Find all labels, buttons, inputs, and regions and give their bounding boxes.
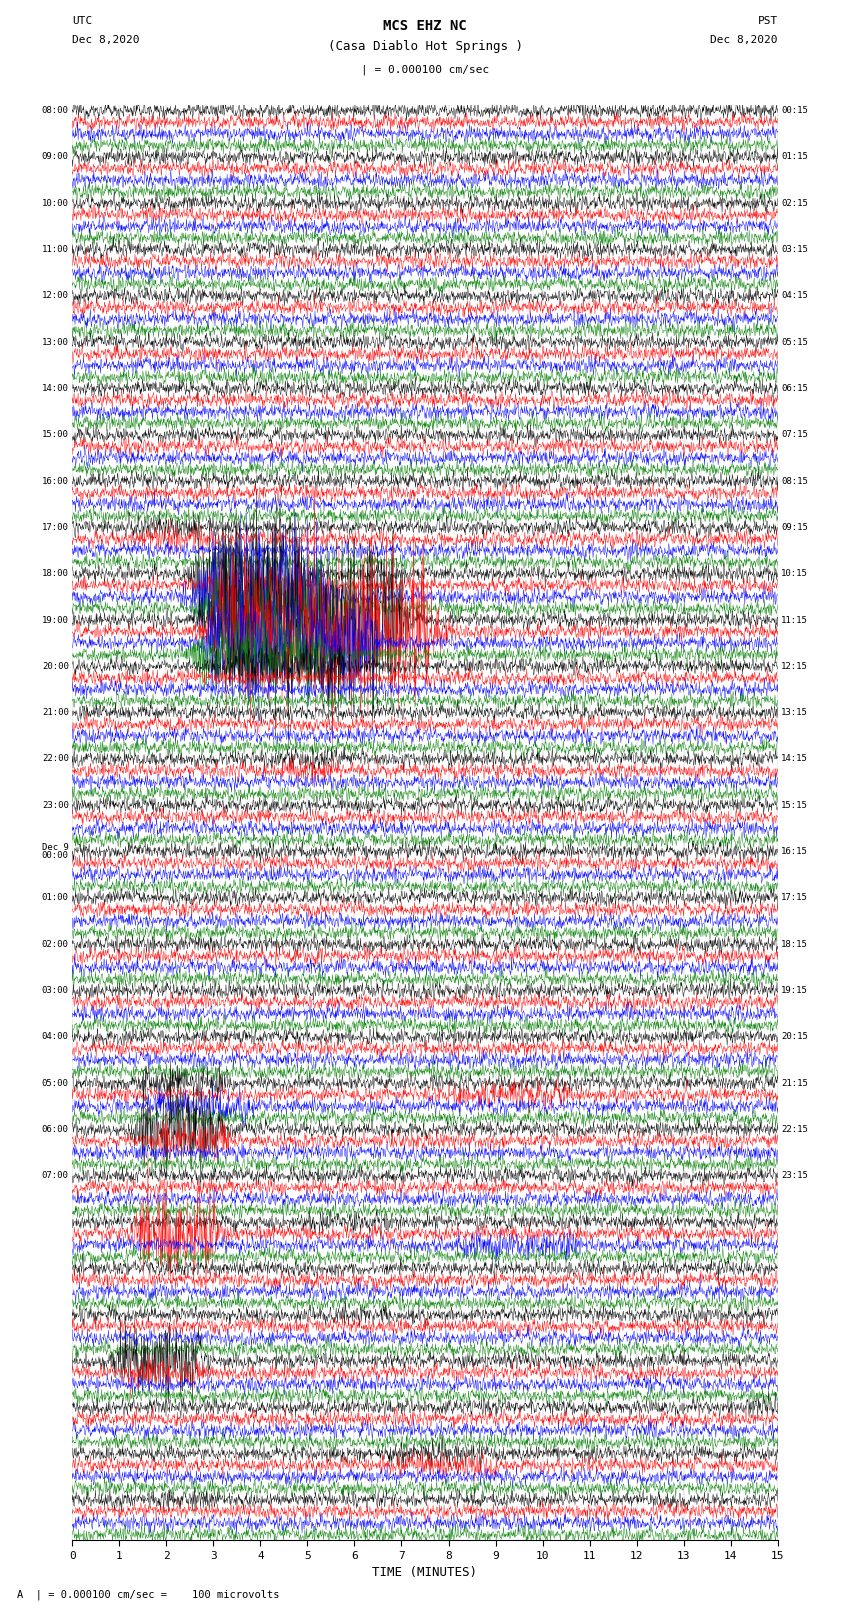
Text: 12:00: 12:00: [42, 292, 69, 300]
Text: MCS EHZ NC: MCS EHZ NC: [383, 19, 467, 34]
Text: 20:00: 20:00: [42, 661, 69, 671]
Text: 19:00: 19:00: [42, 616, 69, 624]
X-axis label: TIME (MINUTES): TIME (MINUTES): [372, 1566, 478, 1579]
Text: 08:00: 08:00: [42, 106, 69, 115]
Text: 02:15: 02:15: [781, 198, 808, 208]
Text: 12:15: 12:15: [781, 661, 808, 671]
Text: 04:15: 04:15: [781, 292, 808, 300]
Text: 21:00: 21:00: [42, 708, 69, 718]
Text: 16:00: 16:00: [42, 476, 69, 486]
Text: 15:15: 15:15: [781, 800, 808, 810]
Text: 04:00: 04:00: [42, 1032, 69, 1042]
Text: UTC: UTC: [72, 16, 93, 26]
Text: 11:15: 11:15: [781, 616, 808, 624]
Text: 20:15: 20:15: [781, 1032, 808, 1042]
Text: | = 0.000100 cm/sec: | = 0.000100 cm/sec: [361, 65, 489, 76]
Text: 19:15: 19:15: [781, 986, 808, 995]
Text: 11:00: 11:00: [42, 245, 69, 255]
Text: 10:00: 10:00: [42, 198, 69, 208]
Text: 03:15: 03:15: [781, 245, 808, 255]
Text: 06:00: 06:00: [42, 1124, 69, 1134]
Text: 05:15: 05:15: [781, 337, 808, 347]
Text: 09:15: 09:15: [781, 523, 808, 532]
Text: 03:00: 03:00: [42, 986, 69, 995]
Text: (Casa Diablo Hot Springs ): (Casa Diablo Hot Springs ): [327, 40, 523, 53]
Text: Dec 8,2020: Dec 8,2020: [711, 35, 778, 45]
Text: 10:15: 10:15: [781, 569, 808, 577]
Text: 17:00: 17:00: [42, 523, 69, 532]
Text: 02:00: 02:00: [42, 940, 69, 948]
Text: 09:00: 09:00: [42, 153, 69, 161]
Text: 01:00: 01:00: [42, 894, 69, 902]
Text: 17:15: 17:15: [781, 894, 808, 902]
Text: 15:00: 15:00: [42, 431, 69, 439]
Text: 13:00: 13:00: [42, 337, 69, 347]
Text: Dec 8,2020: Dec 8,2020: [72, 35, 139, 45]
Text: 16:15: 16:15: [781, 847, 808, 857]
Text: 14:15: 14:15: [781, 755, 808, 763]
Text: 18:00: 18:00: [42, 569, 69, 577]
Text: 22:15: 22:15: [781, 1124, 808, 1134]
Text: 01:15: 01:15: [781, 153, 808, 161]
Text: 23:00: 23:00: [42, 800, 69, 810]
Text: 07:00: 07:00: [42, 1171, 69, 1181]
Text: 08:15: 08:15: [781, 476, 808, 486]
Text: A  | = 0.000100 cm/sec =    100 microvolts: A | = 0.000100 cm/sec = 100 microvolts: [17, 1589, 280, 1600]
Text: 07:15: 07:15: [781, 431, 808, 439]
Text: 06:15: 06:15: [781, 384, 808, 394]
Text: 05:00: 05:00: [42, 1079, 69, 1087]
Text: 21:15: 21:15: [781, 1079, 808, 1087]
Text: 23:15: 23:15: [781, 1171, 808, 1181]
Text: 00:15: 00:15: [781, 106, 808, 115]
Text: PST: PST: [757, 16, 778, 26]
Text: 22:00: 22:00: [42, 755, 69, 763]
Text: 14:00: 14:00: [42, 384, 69, 394]
Text: 18:15: 18:15: [781, 940, 808, 948]
Text: 13:15: 13:15: [781, 708, 808, 718]
Text: Dec 9
00:00: Dec 9 00:00: [42, 844, 69, 860]
